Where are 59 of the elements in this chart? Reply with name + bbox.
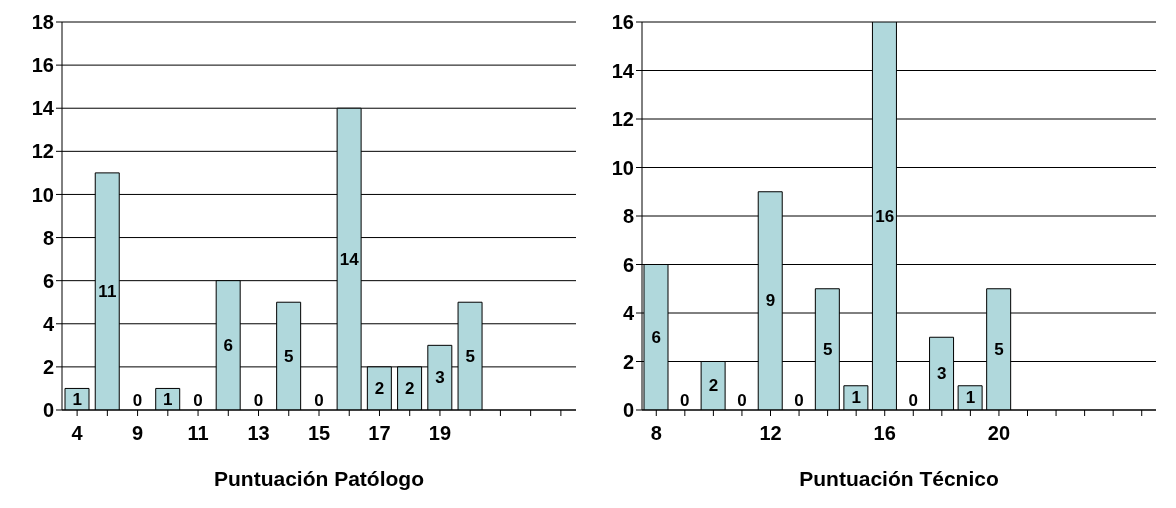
data-label: 3 xyxy=(435,368,445,388)
data-label: 0 xyxy=(193,390,203,410)
data-label: 2 xyxy=(404,378,415,398)
y-tick-label: 10 xyxy=(611,156,634,179)
data-label: 14 xyxy=(339,249,360,269)
data-label: 11 xyxy=(98,281,117,301)
data-label: 3 xyxy=(937,364,947,384)
x-tick-label: 11 xyxy=(187,422,209,445)
y-tick-label: 6 xyxy=(42,269,54,292)
y-tick-label: 18 xyxy=(31,11,54,34)
data-label: 1 xyxy=(72,389,82,409)
y-tick-label: 0 xyxy=(42,399,54,422)
y-tick-label: 2 xyxy=(622,350,634,373)
x-axis-title: Puntuación Patólogo xyxy=(214,467,424,490)
y-tick-label: 14 xyxy=(611,59,635,82)
data-label: 1 xyxy=(163,389,173,409)
data-label: 1 xyxy=(965,388,976,408)
data-label: 0 xyxy=(794,390,804,410)
data-label: 1 xyxy=(851,388,861,408)
data-label: 9 xyxy=(765,291,776,311)
y-tick-label: 12 xyxy=(611,108,634,131)
x-tick-label: 20 xyxy=(987,422,1011,445)
x-tick-label: 4 xyxy=(71,422,84,445)
data-label: 6 xyxy=(223,335,234,355)
x-tick-label: 19 xyxy=(428,422,452,445)
data-label: 0 xyxy=(132,390,143,410)
data-label: 5 xyxy=(822,339,833,359)
y-tick-label: 4 xyxy=(42,312,55,335)
y-tick-label: 12 xyxy=(31,140,54,163)
x-tick-label: 16 xyxy=(873,422,896,445)
y-tick-label: 0 xyxy=(622,399,634,422)
x-tick-label: 12 xyxy=(759,422,782,445)
y-tick-label: 16 xyxy=(31,54,54,77)
data-label: 0 xyxy=(737,390,747,410)
x-tick-label: 9 xyxy=(132,422,144,445)
data-label: 5 xyxy=(465,346,475,366)
data-label: 5 xyxy=(994,339,1004,359)
data-label: 2 xyxy=(708,376,719,396)
y-tick-label: 6 xyxy=(622,253,634,276)
data-label: 16 xyxy=(875,206,895,226)
data-label: 0 xyxy=(908,390,919,410)
y-tick-label: 8 xyxy=(622,205,634,228)
y-tick-label: 2 xyxy=(42,355,54,378)
data-label: 0 xyxy=(253,390,264,410)
data-label: 0 xyxy=(680,390,690,410)
data-label: 5 xyxy=(284,346,294,366)
x-tick-label: 8 xyxy=(650,422,662,445)
y-tick-label: 4 xyxy=(622,302,635,325)
data-label: 0 xyxy=(314,390,324,410)
y-tick-label: 14 xyxy=(31,97,55,120)
data-label: 2 xyxy=(374,378,385,398)
x-tick-label: 13 xyxy=(247,422,270,445)
y-tick-label: 10 xyxy=(31,183,54,206)
y-tick-label: 8 xyxy=(42,226,54,249)
x-tick-label: 15 xyxy=(307,422,331,445)
y-tick-label: 16 xyxy=(611,11,634,34)
x-tick-label: 17 xyxy=(368,422,391,445)
x-axis-title: Puntuación Técnico xyxy=(799,467,999,490)
data-label: 6 xyxy=(651,327,662,347)
